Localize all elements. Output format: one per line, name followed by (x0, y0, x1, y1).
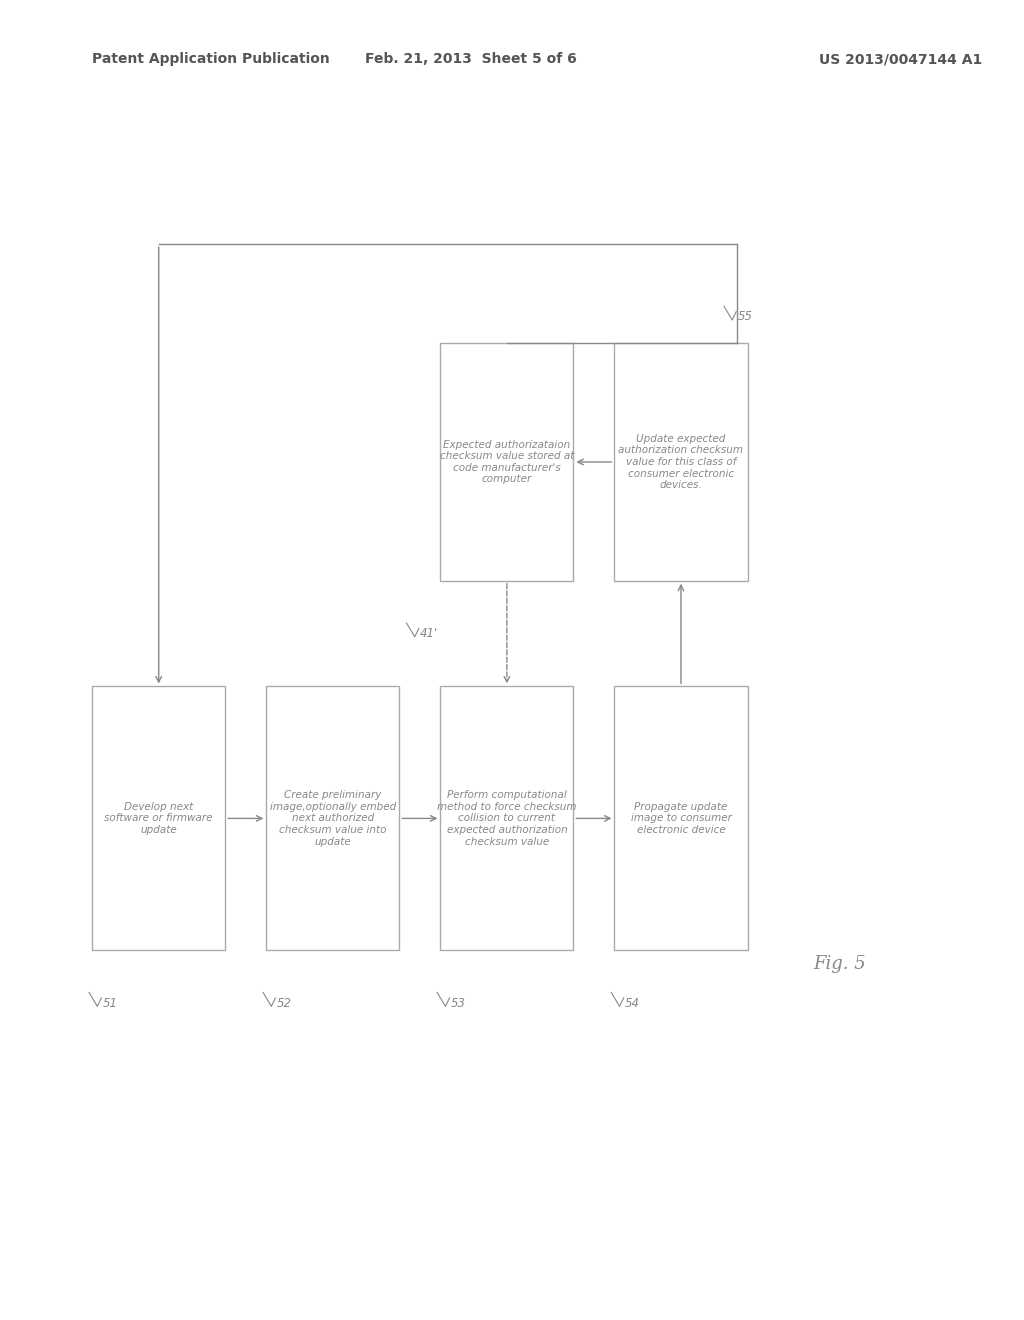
FancyBboxPatch shape (266, 686, 399, 950)
Text: 52: 52 (276, 997, 292, 1010)
Text: Propagate update
image to consumer
electronic device: Propagate update image to consumer elect… (631, 801, 731, 836)
Text: US 2013/0047144 A1: US 2013/0047144 A1 (819, 53, 983, 66)
Text: Patent Application Publication: Patent Application Publication (92, 53, 330, 66)
Text: Expected authorizataion
checksum value stored at
code manufacturer's
computer: Expected authorizataion checksum value s… (439, 440, 574, 484)
Text: Create preliminary
image,optionally embed
next authorized
checksum value into
up: Create preliminary image,optionally embe… (269, 791, 396, 846)
FancyBboxPatch shape (440, 686, 573, 950)
Text: Update expected
authorization checksum
value for this class of
consumer electron: Update expected authorization checksum v… (618, 434, 743, 490)
Text: 53: 53 (451, 997, 466, 1010)
FancyBboxPatch shape (614, 343, 748, 581)
Text: Perform computational
method to force checksum
collision to current
expected aut: Perform computational method to force ch… (437, 791, 577, 846)
FancyBboxPatch shape (92, 686, 225, 950)
Text: 41': 41' (420, 627, 438, 640)
Text: 54: 54 (625, 997, 640, 1010)
Text: 51: 51 (102, 997, 118, 1010)
FancyBboxPatch shape (614, 686, 748, 950)
Text: 55: 55 (737, 310, 753, 323)
Text: Develop next
software or firmware
update: Develop next software or firmware update (104, 801, 213, 836)
FancyBboxPatch shape (440, 343, 573, 581)
Text: Fig. 5: Fig. 5 (813, 954, 866, 973)
Text: Feb. 21, 2013  Sheet 5 of 6: Feb. 21, 2013 Sheet 5 of 6 (366, 53, 577, 66)
